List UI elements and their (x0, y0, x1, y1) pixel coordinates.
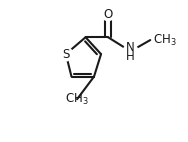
Circle shape (123, 44, 138, 59)
Text: H: H (126, 50, 135, 63)
Text: S: S (62, 48, 70, 61)
Text: CH$_3$: CH$_3$ (153, 33, 177, 48)
Text: N: N (126, 41, 135, 54)
Circle shape (59, 47, 73, 61)
Text: O: O (103, 8, 113, 21)
Circle shape (102, 9, 114, 21)
Text: CH$_3$: CH$_3$ (65, 92, 89, 107)
